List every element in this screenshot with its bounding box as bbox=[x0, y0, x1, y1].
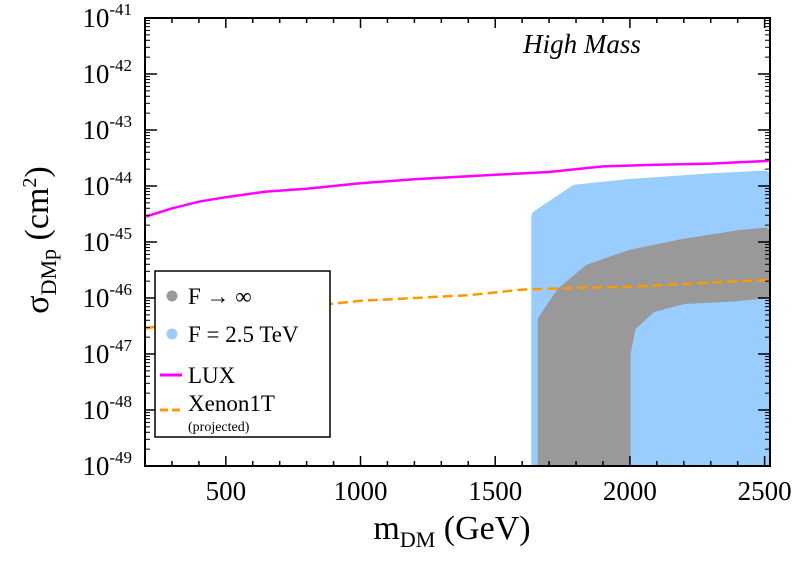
legend-label-xenon1t: Xenon1T bbox=[188, 391, 275, 416]
x-tick-label: 1500 bbox=[468, 476, 522, 506]
x-tick-label: 2500 bbox=[738, 476, 792, 506]
legend-label-f-2.5tev: F = 2.5 TeV bbox=[188, 322, 299, 347]
series-lux-line bbox=[145, 159, 770, 218]
legend-label-f-infinity: F → ∞ bbox=[188, 284, 252, 309]
series-f-infinity-band bbox=[537, 227, 770, 466]
y-tick-label: 10-46 bbox=[82, 280, 132, 313]
x-tick-label: 2000 bbox=[603, 476, 657, 506]
y-tick-label: 10-48 bbox=[82, 392, 132, 425]
legend-marker-f-infinity bbox=[166, 290, 178, 302]
x-axis-title: mDM (GeV) bbox=[373, 510, 530, 552]
y-tick-label: 10-44 bbox=[82, 168, 132, 201]
y-tick-label: 10-42 bbox=[82, 56, 132, 89]
legend-label-lux: LUX bbox=[188, 363, 236, 388]
y-tick-label: 10-45 bbox=[82, 224, 132, 257]
x-tick-label: 500 bbox=[206, 476, 247, 506]
y-axis-title: σDMp (cm2) bbox=[19, 166, 61, 313]
y-tick-label: 10-47 bbox=[82, 336, 132, 369]
legend-sublabel-projected: (projected) bbox=[188, 420, 250, 435]
legend-box bbox=[154, 270, 331, 438]
y-tick-label: 10-43 bbox=[82, 112, 132, 145]
y-tick-label: 10-41 bbox=[82, 0, 132, 33]
y-tick-label: 10-49 bbox=[82, 448, 132, 481]
legend: F → ∞ F = 2.5 TeV LUX Xenon1T (projected… bbox=[154, 270, 331, 438]
legend-marker-f-2.5tev bbox=[166, 328, 178, 340]
x-tick-label: 1000 bbox=[334, 476, 388, 506]
annotation-high-mass: High Mass bbox=[522, 29, 641, 59]
